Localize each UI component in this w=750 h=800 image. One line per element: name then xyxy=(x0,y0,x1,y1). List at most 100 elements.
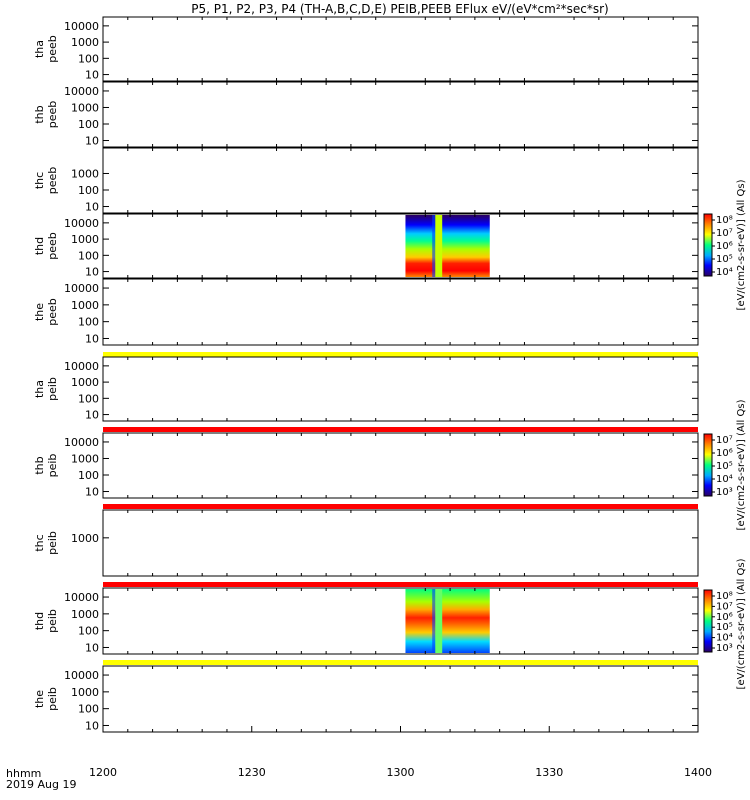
band-yellow xyxy=(103,660,698,665)
panel-frame xyxy=(102,16,699,82)
x-tick-label: 1400 xyxy=(684,766,712,779)
colorbar-tick-label: 10⁶ xyxy=(716,448,733,459)
panel-frame xyxy=(102,665,699,733)
colorbar-tick-label: 10⁶ xyxy=(716,612,733,623)
y-tick-label: 1000 xyxy=(71,101,99,114)
y-axis-label-probe: tha xyxy=(33,380,46,398)
colorbar-tick-label: 10⁷ xyxy=(716,601,733,612)
panel-thb-peeb: 10 100 1000 10000 thb peeb xyxy=(33,81,699,148)
colorbar-1: 10⁸ 10⁷ 10⁶ 10⁵ 10⁴ [eV/(cm2-s-sr-eV)] (All Q… xyxy=(703,179,747,310)
y-tick-label: 10000 xyxy=(64,217,99,230)
y-axis-label-instrument: peeb xyxy=(46,101,59,129)
spectrogram-block xyxy=(405,215,490,277)
panel-the-peib: 10 100 1000 10000 the peib xyxy=(33,665,699,733)
x-axis-label-date: 2019 Aug 19 xyxy=(6,778,77,791)
y-tick-label: 1000 xyxy=(71,532,99,545)
y-tick-label: 1000 xyxy=(71,36,99,49)
y-axis-label-probe: thc xyxy=(33,534,46,551)
band-red xyxy=(103,504,698,509)
y-tick-label: 1000 xyxy=(71,608,99,621)
spectrogram-block xyxy=(405,589,490,653)
colorbar-tick-label: 10⁴ xyxy=(716,633,733,644)
y-tick-label: 1000 xyxy=(71,376,99,389)
y-tick-label: 100 xyxy=(78,184,99,197)
y-tick-label: 1000 xyxy=(71,299,99,312)
panel-frame xyxy=(102,432,699,499)
y-tick-label: 100 xyxy=(78,625,99,638)
panel-frame xyxy=(102,587,699,655)
colorbar-scale xyxy=(703,433,713,497)
y-tick-label: 1000 xyxy=(71,167,99,180)
y-axis-label-probe: thb xyxy=(33,456,46,474)
y-tick-label: 100 xyxy=(78,392,99,405)
y-tick-label: 10000 xyxy=(64,360,99,373)
x-tick-label: 1300 xyxy=(387,766,415,779)
panel-thd-peeb: 10 100 1000 10000 thd peeb xyxy=(33,213,699,279)
y-tick-label: 100 xyxy=(78,316,99,329)
y-axis-label-instrument: peib xyxy=(46,531,59,555)
y-tick-label: 10 xyxy=(85,486,99,499)
y-axis-label-instrument: peib xyxy=(46,687,59,711)
y-tick-label: 10000 xyxy=(64,20,99,33)
y-tick-label: 10000 xyxy=(64,591,99,604)
colorbar-tick-label: 10⁵ xyxy=(716,254,733,265)
band-red xyxy=(103,582,698,587)
y-axis-label-probe: the xyxy=(33,303,46,321)
colorbar-tick-label: 10⁶ xyxy=(716,241,733,252)
y-tick-label: 100 xyxy=(78,52,99,65)
x-tick-label: 1330 xyxy=(535,766,563,779)
colorbar-tick-label: 10⁴ xyxy=(716,474,733,485)
y-axis-label-instrument: peib xyxy=(46,377,59,401)
y-tick-label: 10000 xyxy=(64,282,99,295)
panel-frame xyxy=(102,147,699,214)
y-axis-label-instrument: peeb xyxy=(46,298,59,326)
y-tick-label: 1000 xyxy=(71,233,99,246)
colorbar-2: 10⁷ 10⁶ 10⁵ 10⁴ 10³ [eV/(cm2-s-sr-eV)] (All Q… xyxy=(703,399,747,530)
band-yellow xyxy=(103,352,698,357)
x-tick-label: 1200 xyxy=(89,766,117,779)
panel-frame xyxy=(102,213,699,279)
y-axis-label-instrument: peeb xyxy=(46,167,59,195)
y-tick-label: 10 xyxy=(85,201,99,214)
colorbar-tick-label: 10⁸ xyxy=(716,215,733,226)
y-tick-label: 10000 xyxy=(64,85,99,98)
y-tick-label: 100 xyxy=(78,703,99,716)
colorbar-title: [eV/(cm2-s-sr-eV)] (All Qs) xyxy=(736,558,747,689)
y-tick-label: 100 xyxy=(78,469,99,482)
colorbar-tick-label: 10⁴ xyxy=(716,267,733,278)
colorbar-scale xyxy=(703,213,713,277)
y-axis-label-probe: thd xyxy=(33,237,46,255)
panel-thc-peeb: 10 100 1000 thc peeb xyxy=(33,147,699,214)
x-axis-label-hhmm: hhmm xyxy=(6,767,42,780)
spectrogram-spike xyxy=(435,589,443,653)
y-tick-label: 100 xyxy=(78,118,99,131)
band-red xyxy=(103,427,698,432)
colorbar-tick-label: 10⁵ xyxy=(716,622,733,633)
y-axis-label-probe: the xyxy=(33,690,46,708)
spectrogram-spike-edge xyxy=(432,215,436,277)
y-tick-label: 100 xyxy=(78,249,99,262)
y-axis-label-instrument: peib xyxy=(46,454,59,478)
panel-thb-peib: 10 100 1000 10000 thb peib xyxy=(33,432,699,509)
y-tick-label: 10 xyxy=(85,719,99,732)
y-tick-label: 10 xyxy=(85,135,99,148)
y-tick-label: 10 xyxy=(85,409,99,422)
y-axis-label-probe: thb xyxy=(33,105,46,123)
panel-tha-peib: 10 100 1000 10000 tha peib xyxy=(33,356,699,432)
panel-the-peeb: 10 100 1000 10000 the peeb xyxy=(33,278,699,357)
y-tick-label: 10000 xyxy=(64,669,99,682)
y-tick-label: 10000 xyxy=(64,436,99,449)
y-tick-label: 10 xyxy=(85,641,99,654)
colorbar-tick-label: 10⁷ xyxy=(716,435,733,446)
y-tick-label: 10 xyxy=(85,332,99,345)
y-axis-label-instrument: peeb xyxy=(46,232,59,260)
y-axis-label-probe: thc xyxy=(33,172,46,189)
spectrogram-spike-edge xyxy=(432,589,436,653)
colorbar-tick-label: 10³ xyxy=(716,643,733,654)
colorbar-tick-label: 10³ xyxy=(716,487,733,498)
y-tick-label: 10 xyxy=(85,266,99,279)
panel-frame xyxy=(102,509,699,577)
colorbar-title: [eV/(cm2-s-sr-eV)] (All Qs) xyxy=(736,179,747,310)
x-tick-label: 1230 xyxy=(238,766,266,779)
